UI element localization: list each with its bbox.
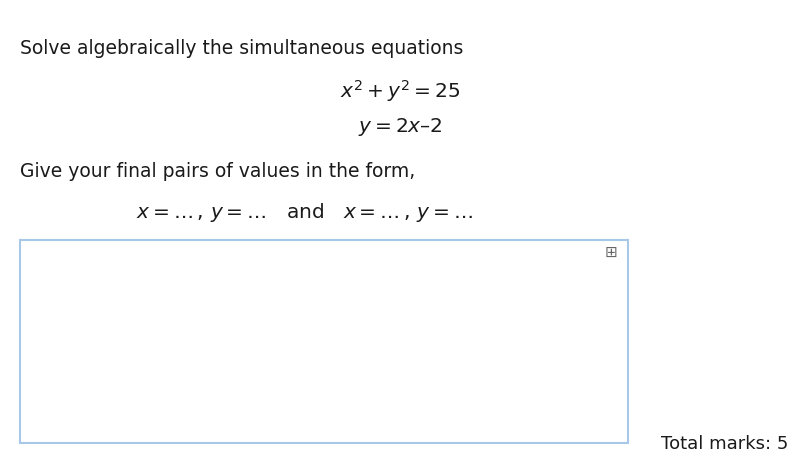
Text: Solve algebraically the simultaneous equations: Solve algebraically the simultaneous equ… [20,39,463,58]
Text: $x^2 + y^2 = 25$: $x^2 + y^2 = 25$ [340,78,460,104]
Text: $y = 2x – 2$: $y = 2x – 2$ [358,116,442,138]
FancyBboxPatch shape [20,240,628,443]
Text: Give your final pairs of values in the form,: Give your final pairs of values in the f… [20,162,415,181]
Text: $x = \ldots\,,\, y = \ldots$   and   $x = \ldots\,,\, y = \ldots$: $x = \ldots\,,\, y = \ldots$ and $x = \l… [136,201,473,224]
Text: ⊞: ⊞ [605,245,618,260]
Text: Total marks: 5: Total marks: 5 [661,435,788,453]
